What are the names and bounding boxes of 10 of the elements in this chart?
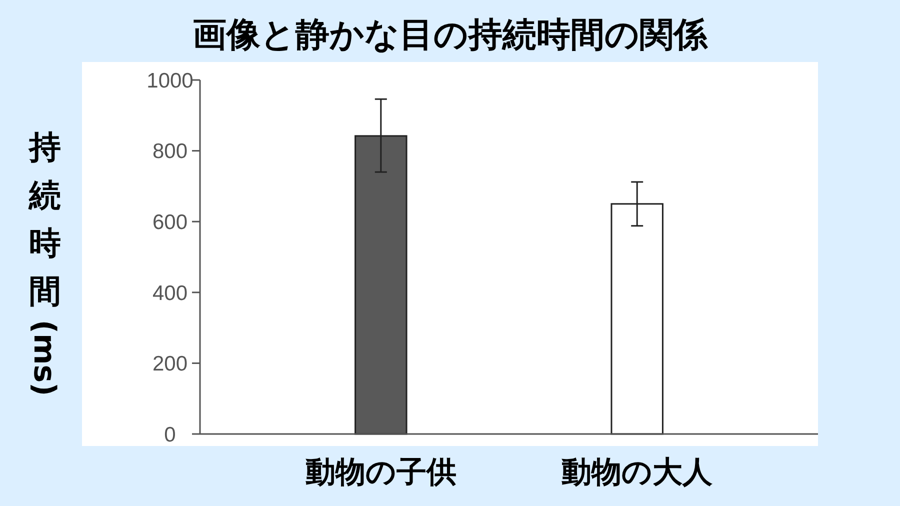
y-tick-label: 0 [164,423,176,446]
x-tick-label: 動物の大人 [562,455,714,490]
x-tick-label: 動物の子供 [305,455,456,490]
y-tick-label: 400 [152,282,188,305]
chart-title: 画像と静かな目の持続時間の関係 [192,15,708,55]
y-axis-title: 持続時間(ms) [26,128,62,396]
y-tick-label: 200 [152,352,188,376]
y-tick-label: 600 [152,210,188,234]
y-tick-label: 800 [152,140,188,164]
y-tick-label: 1000 [146,69,194,92]
